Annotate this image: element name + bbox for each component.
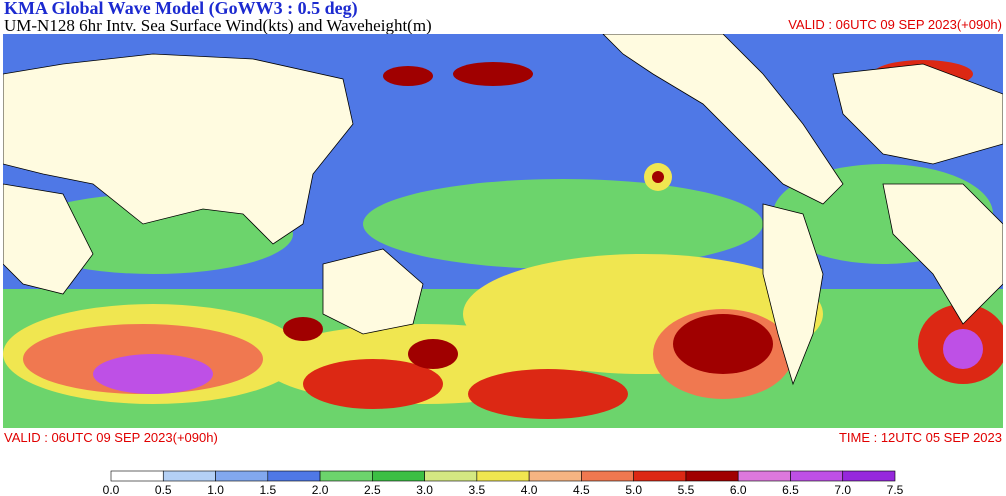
colorbar-swatch: [476, 470, 530, 482]
colorbar-label: 2.5: [364, 483, 381, 496]
colorbar-swatch: [790, 470, 844, 482]
colorbar-label: 4.0: [521, 483, 538, 496]
colorbar-swatch: [737, 470, 791, 482]
colorbar-swatch: [685, 470, 739, 482]
colorbar-label: 7.0: [834, 483, 851, 496]
colorbar-swatch: [372, 470, 425, 482]
init-time: TIME : 12UTC 05 SEP 2023: [838, 430, 1002, 445]
colorbar-label: 7.5: [887, 483, 904, 496]
colorbar-label: 6.5: [782, 483, 799, 496]
colorbar-label: 0.5: [155, 483, 172, 496]
colorbar-swatch: [528, 470, 582, 482]
colorbar-swatch: [581, 470, 634, 482]
colorbar-label: 1.0: [207, 483, 224, 496]
colorbar-label: 4.5: [573, 483, 590, 496]
colorbar-swatch: [215, 470, 269, 482]
colorbar-label: 0.0: [103, 483, 120, 496]
colorbar-label: 5.5: [678, 483, 695, 496]
colorbar: 0.0 0.5 1.0 1.5 2.0 2.5 3.0 3.5 4.0 4.5 5.0 5.5 6.0 6…: [103, 470, 904, 496]
colorbar-label: 3.0: [416, 483, 433, 496]
valid-time-footer: VALID : 06UTC 09 SEP 2023(+090h): [4, 430, 218, 445]
colorbar-swatch: [110, 470, 164, 482]
colorbar-label: 2.0: [312, 483, 329, 496]
colorbar-label: 6.0: [730, 483, 747, 496]
title: KMA Global Wave Model (GoWW3 : 0.5 deg): [4, 0, 358, 18]
colorbar-label: 3.5: [469, 483, 486, 496]
colorbar-swatch: [319, 470, 373, 482]
land: [3, 34, 1003, 386]
wave-fields: [3, 60, 1003, 428]
colorbar-swatch: [633, 470, 687, 482]
colorbar-swatch: [424, 470, 478, 482]
colorbar-label: 1.5: [259, 483, 276, 496]
subtitle: UM-N128 6hr Intv. Sea Surface Wind(kts) …: [4, 16, 432, 35]
colorbar-label: 5.0: [625, 483, 642, 496]
map: [3, 34, 1003, 428]
colorbar-swatch: [162, 470, 216, 482]
valid-time: VALID : 06UTC 09 SEP 2023(+090h): [788, 17, 1002, 32]
colorbar-swatch: [267, 470, 321, 482]
colorbar-swatch: [842, 470, 896, 482]
